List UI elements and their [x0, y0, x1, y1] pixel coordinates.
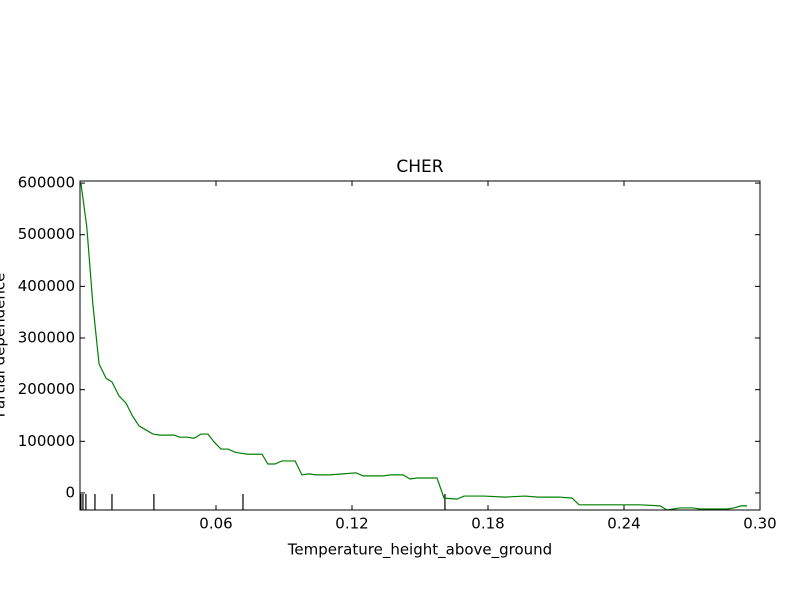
y-tick-label: 400000 — [18, 277, 75, 295]
x-tick-label: 0.30 — [743, 515, 776, 533]
y-tick-label: 300000 — [18, 329, 75, 347]
x-tick-label: 0.12 — [335, 515, 368, 533]
y-tick-label: 600000 — [18, 174, 75, 192]
x-tick-label: 0.24 — [607, 515, 640, 533]
y-tick-label: 500000 — [18, 225, 75, 243]
chart-title: CHER — [396, 157, 443, 177]
y-axis-label: Partial dependence — [0, 273, 9, 418]
y-tick-label: 0 — [65, 483, 75, 501]
y-tick-label: 100000 — [18, 432, 75, 450]
x-axis-label: Temperature_height_above_ground — [287, 541, 552, 560]
plot-frame — [79, 180, 761, 511]
x-tick-label: 0.06 — [199, 515, 232, 533]
data-line — [80, 182, 748, 511]
y-tick-label: 200000 — [18, 380, 75, 398]
x-tick-label: 0.18 — [471, 515, 504, 533]
